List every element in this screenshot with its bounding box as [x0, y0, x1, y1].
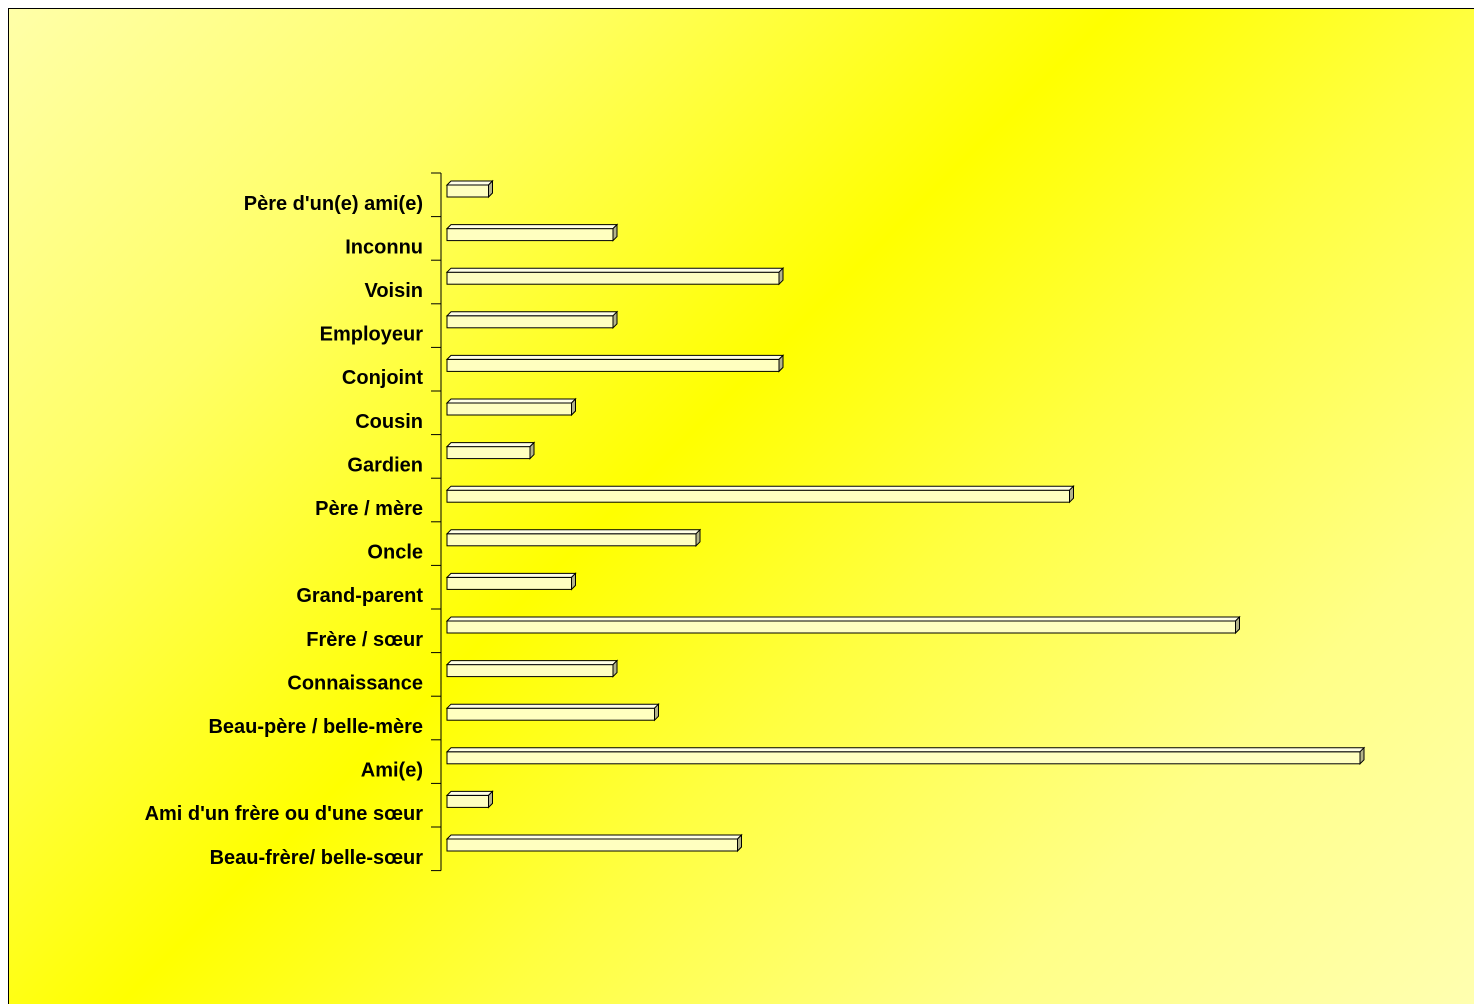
bar-top	[445, 834, 743, 840]
bar-side	[1359, 746, 1365, 766]
category-axis	[431, 172, 442, 872]
bar-front	[446, 358, 780, 372]
bar	[445, 266, 785, 286]
chart-area: Père d'un(e) ami(e) Inconnu Voisin Employeu…	[8, 8, 1474, 1004]
bar-side	[571, 397, 576, 417]
bar-side	[488, 179, 493, 199]
category-label: Ami(e)	[361, 760, 423, 782]
category-labels: Père d'un(e) ami(e) Inconnu Voisin Employeu…	[145, 193, 424, 869]
bar-top	[445, 354, 785, 360]
category-label: Gardien	[347, 454, 423, 476]
bar-front	[446, 271, 780, 285]
bar	[445, 528, 702, 548]
bar-side	[1069, 484, 1074, 504]
bar-top	[445, 311, 619, 317]
bar-side	[612, 659, 618, 678]
bar-side	[488, 790, 493, 809]
category-label: Père / mère	[315, 498, 423, 520]
bar	[445, 615, 1241, 635]
bar-top	[445, 485, 1075, 491]
category-label: Beau-père / belle-mère	[208, 716, 423, 738]
bar-top	[445, 224, 619, 230]
category-label: Voisin	[364, 280, 423, 302]
bar-top	[445, 747, 1366, 753]
bar-top	[445, 398, 577, 404]
bar-side	[737, 833, 742, 853]
bar-side	[612, 310, 618, 330]
category-label: Conjoint	[342, 367, 423, 389]
bar	[445, 572, 577, 591]
bars	[445, 179, 1366, 853]
category-label: Beau-frère/ belle-sœur	[210, 847, 424, 869]
bar-top	[445, 529, 702, 535]
bar-side	[695, 528, 701, 548]
bar-front	[446, 315, 614, 329]
bar	[445, 354, 785, 373]
bar-front	[446, 228, 614, 242]
bar-top	[445, 267, 785, 273]
category-label: Inconnu	[345, 236, 423, 258]
bar-side	[654, 702, 659, 722]
category-label: Cousin	[355, 411, 423, 433]
bar-front	[446, 446, 531, 460]
bar-front	[446, 751, 1361, 765]
category-label: Grand-parent	[296, 585, 423, 607]
bar-front	[446, 489, 1070, 503]
bar-top	[445, 660, 619, 666]
bar-top	[445, 442, 536, 448]
bar	[445, 790, 494, 809]
bar	[445, 441, 536, 460]
bar-side	[1235, 615, 1240, 635]
bar-top	[445, 790, 494, 796]
bar-front	[446, 838, 738, 852]
category-label: Connaissance	[287, 672, 423, 694]
bar-side	[612, 223, 618, 242]
bar-front	[446, 620, 1236, 634]
bar-side	[529, 441, 535, 460]
bar	[445, 310, 619, 330]
bar	[445, 833, 743, 853]
category-label: Frère / sœur	[306, 629, 423, 651]
bar-top	[445, 572, 577, 578]
bar-top	[445, 180, 494, 186]
bar	[445, 397, 577, 417]
bar-side	[778, 266, 784, 286]
category-label: Ami d'un frère ou d'une sœur	[145, 803, 424, 825]
bar-side	[571, 572, 576, 591]
bar-front	[446, 402, 572, 416]
bar	[445, 659, 619, 678]
bar-top	[445, 616, 1241, 622]
bar-front	[446, 533, 697, 547]
bar	[445, 179, 494, 199]
bar-front	[446, 184, 489, 198]
bar-front	[446, 576, 572, 590]
category-label: Père d'un(e) ami(e)	[244, 193, 423, 215]
bar-chart: Père d'un(e) ami(e) Inconnu Voisin Employeu…	[145, 172, 1366, 872]
bar-top	[445, 703, 660, 709]
bar	[445, 746, 1366, 766]
bar-front	[446, 794, 489, 808]
bar-front	[446, 707, 655, 721]
bar-side	[778, 354, 784, 373]
bar	[445, 702, 660, 722]
category-label: Employeur	[320, 324, 424, 346]
bar	[445, 223, 619, 242]
bar-front	[446, 664, 614, 678]
bar	[445, 484, 1075, 504]
category-label: Oncle	[367, 542, 423, 564]
